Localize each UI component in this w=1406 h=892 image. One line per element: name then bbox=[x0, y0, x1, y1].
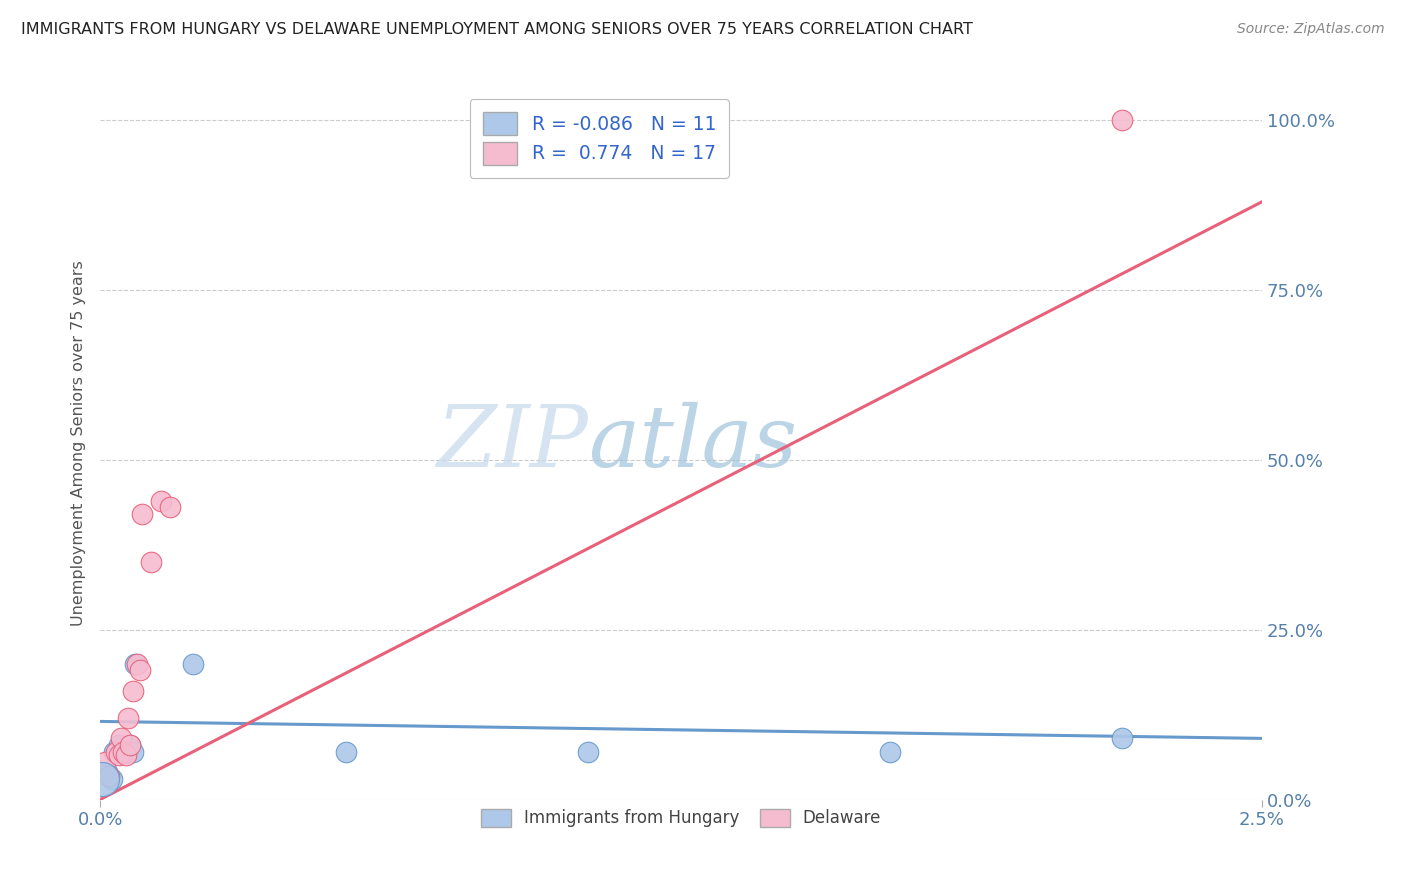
Text: ZIP: ZIP bbox=[436, 401, 588, 484]
Point bbox=[1111, 113, 1133, 128]
Point bbox=[127, 657, 149, 671]
Point bbox=[114, 745, 136, 759]
Point bbox=[120, 738, 142, 752]
Point bbox=[576, 745, 599, 759]
Point bbox=[149, 493, 172, 508]
Point bbox=[107, 738, 129, 752]
Point bbox=[121, 745, 143, 759]
Point bbox=[124, 657, 146, 671]
Point bbox=[114, 748, 136, 763]
Point bbox=[181, 657, 204, 671]
Point bbox=[879, 745, 901, 759]
Point bbox=[96, 765, 118, 780]
Point bbox=[128, 664, 150, 678]
Point bbox=[110, 731, 132, 746]
Point bbox=[159, 500, 181, 515]
Point bbox=[103, 745, 125, 759]
Point bbox=[91, 772, 114, 786]
Point bbox=[121, 683, 143, 698]
Y-axis label: Unemployment Among Seniors over 75 years: Unemployment Among Seniors over 75 years bbox=[72, 260, 86, 626]
Point bbox=[107, 748, 129, 763]
Point bbox=[120, 738, 142, 752]
Point bbox=[100, 772, 122, 786]
Text: IMMIGRANTS FROM HUNGARY VS DELAWARE UNEMPLOYMENT AMONG SENIORS OVER 75 YEARS COR: IMMIGRANTS FROM HUNGARY VS DELAWARE UNEM… bbox=[21, 22, 973, 37]
Point bbox=[131, 508, 153, 522]
Point bbox=[105, 745, 128, 759]
Point bbox=[335, 745, 357, 759]
Point bbox=[1111, 731, 1133, 746]
Text: Source: ZipAtlas.com: Source: ZipAtlas.com bbox=[1237, 22, 1385, 37]
Point bbox=[112, 745, 135, 759]
Point bbox=[117, 711, 139, 725]
Point bbox=[94, 755, 117, 769]
Point bbox=[141, 555, 163, 569]
Text: atlas: atlas bbox=[588, 401, 797, 484]
Point bbox=[98, 769, 121, 783]
Legend: Immigrants from Hungary, Delaware: Immigrants from Hungary, Delaware bbox=[474, 802, 887, 834]
